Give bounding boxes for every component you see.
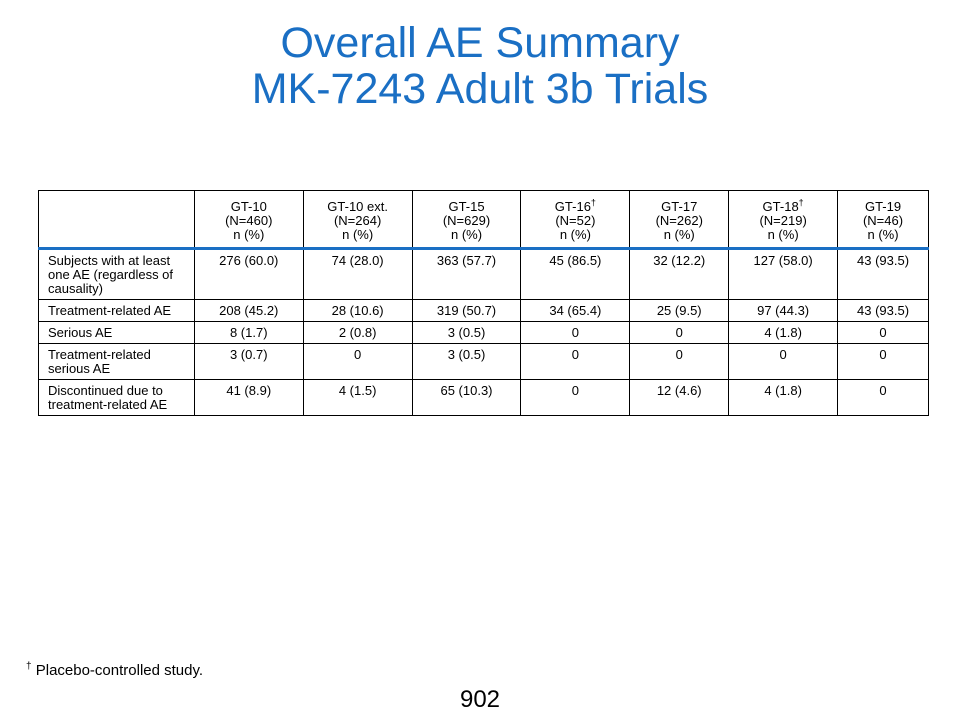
column-n: (N=52) (555, 213, 596, 228)
column-n: (N=264) (333, 213, 382, 228)
table-cell: 0 (520, 321, 631, 344)
table-cell: 208 (45.2) (193, 299, 304, 322)
table-cell: 276 (60.0) (193, 248, 304, 300)
column-name: GT-10 ext. (327, 199, 388, 214)
table-cell: 45 (86.5) (520, 248, 631, 300)
column-name: GT-15 (448, 199, 485, 214)
table-cell: 0 (837, 379, 929, 416)
column-n: (N=262) (655, 213, 703, 228)
table-cell: 0 (629, 321, 730, 344)
table-header-row: GT-10 (N=460) n (%) GT-10 ext. (N=264) n… (38, 190, 929, 250)
table-row: Treatment-related AE 208 (45.2) 28 (10.6… (38, 299, 929, 322)
footnote-text: Placebo-controlled study. (31, 662, 204, 679)
column-header: GT-15 (N=629) n (%) (411, 190, 522, 250)
table-cell: 0 (837, 343, 929, 380)
column-header: GT-10 ext. (N=264) n (%) (302, 190, 413, 250)
column-header: GT-18† (N=219) n (%) (728, 190, 839, 250)
column-unit: n (%) (233, 227, 265, 242)
table-cell: 4 (1.8) (728, 379, 839, 416)
table-cell: 65 (10.3) (411, 379, 522, 416)
column-n: (N=629) (442, 213, 491, 228)
table-cell: 4 (1.5) (302, 379, 413, 416)
table-cell: 97 (44.3) (728, 299, 839, 322)
table-cell: 127 (58.0) (728, 248, 839, 300)
footnote: † Placebo-controlled study. (26, 661, 204, 680)
column-name: GT-16 (554, 199, 591, 214)
table-cell: 4 (1.8) (728, 321, 839, 344)
table-cell: 43 (93.5) (837, 299, 929, 322)
table-cell: 28 (10.6) (302, 299, 413, 322)
table-cell: 0 (629, 343, 730, 380)
dagger-mark: † (590, 197, 596, 208)
table-cell: 2 (0.8) (302, 321, 413, 344)
table-cell: 12 (4.6) (629, 379, 730, 416)
page-number: 902 (459, 686, 501, 713)
row-label: Serious AE (38, 321, 195, 344)
table-cell: 41 (8.9) (193, 379, 304, 416)
header-blank-cell (38, 190, 195, 250)
column-name: GT-18 (762, 199, 799, 214)
ae-summary-table: GT-10 (N=460) n (%) GT-10 ext. (N=264) n… (38, 190, 929, 416)
table-cell: 0 (302, 343, 413, 380)
column-unit: n (%) (342, 227, 374, 242)
table-cell: 0 (837, 321, 929, 344)
column-header: GT-10 (N=460) n (%) (193, 190, 304, 250)
column-n: (N=46) (862, 213, 904, 228)
column-header: GT-19 (N=46) n (%) (837, 190, 929, 250)
table-cell: 43 (93.5) (837, 248, 929, 300)
table-cell: 34 (65.4) (520, 299, 631, 322)
table-cell: 32 (12.2) (629, 248, 730, 300)
table-cell: 363 (57.7) (411, 248, 522, 300)
title-line-1: Overall AE Summary (280, 19, 680, 67)
table-cell: 0 (728, 343, 839, 380)
row-label: Treatment-related AE (38, 299, 195, 322)
table-cell: 74 (28.0) (302, 248, 413, 300)
column-unit: n (%) (663, 227, 695, 242)
row-label: Subjects with at least one AE (regardles… (38, 248, 195, 300)
column-name: GT-19 (864, 199, 902, 214)
table-row: Discontinued due to treatment-related AE… (38, 379, 929, 416)
table-row: Subjects with at least one AE (regardles… (38, 248, 929, 300)
table-cell: 3 (0.5) (411, 321, 522, 344)
column-header: GT-17 (N=262) n (%) (629, 190, 730, 250)
table-row: Serious AE 8 (1.7) 2 (0.8) 3 (0.5) 0 0 4… (38, 321, 929, 344)
column-unit: n (%) (767, 227, 799, 242)
slide-title: Overall AE Summary MK-7243 Adult 3b Tria… (0, 20, 960, 112)
table-cell: 0 (520, 343, 631, 380)
column-unit: n (%) (450, 227, 483, 242)
title-line-2: MK-7243 Adult 3b Trials (251, 65, 709, 113)
table-cell: 8 (1.7) (193, 321, 304, 344)
column-header: GT-16† (N=52) n (%) (520, 190, 631, 250)
column-unit: n (%) (559, 227, 591, 242)
row-label: Treatment-related serious AE (38, 343, 195, 380)
table-cell: 319 (50.7) (411, 299, 522, 322)
table-cell: 3 (0.5) (411, 343, 522, 380)
table-cell: 0 (520, 379, 631, 416)
table-row: Treatment-related serious AE 3 (0.7) 0 3… (38, 343, 929, 380)
table-cell: 3 (0.7) (193, 343, 304, 380)
dagger-mark: † (798, 197, 804, 208)
column-name: GT-10 (230, 199, 267, 214)
column-unit: n (%) (867, 227, 899, 242)
column-n: (N=219) (759, 213, 807, 228)
row-label: Discontinued due to treatment-related AE (38, 379, 195, 416)
column-n: (N=460) (225, 213, 273, 228)
table-cell: 25 (9.5) (629, 299, 730, 322)
footnote-dagger: † (26, 661, 32, 672)
column-name: GT-17 (661, 199, 698, 214)
